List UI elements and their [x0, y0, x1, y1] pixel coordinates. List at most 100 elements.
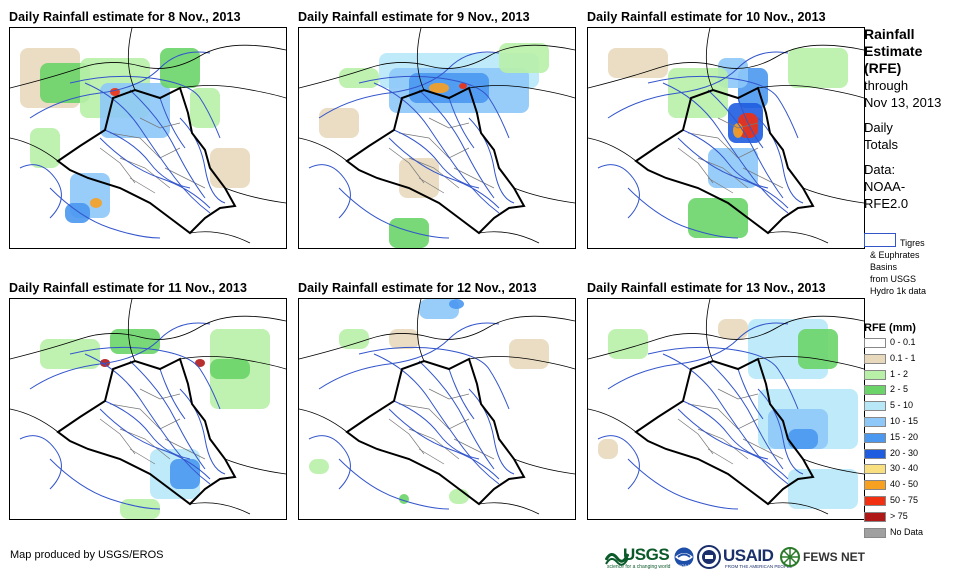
country-border — [299, 315, 575, 360]
rainfall-map — [9, 298, 287, 520]
basin-line — [318, 322, 500, 390]
basin-line — [677, 137, 789, 209]
admin-boundary — [418, 177, 445, 194]
basin-line — [318, 51, 500, 119]
legend-item: 0.1 - 1 — [864, 352, 964, 366]
admin-boundary — [687, 132, 759, 159]
basin-line — [99, 408, 211, 480]
basin-line — [757, 117, 804, 204]
legend-label: > 75 — [890, 510, 908, 521]
map-info-sidebar: Rainfall Estimate (RFE) through Nov 13, … — [864, 26, 964, 212]
usgs-tagline: science for a changing world — [607, 564, 671, 570]
country-border — [10, 137, 59, 162]
panel-title: Daily Rainfall estimate for 13 Nov., 201… — [587, 281, 826, 295]
basin-line — [448, 368, 475, 420]
basin-line — [373, 353, 500, 485]
rainfall-map — [298, 298, 576, 520]
map-panel-8-nov: Daily Rainfall estimate for 8 Nov., 2013 — [9, 10, 287, 250]
legend-swatch — [864, 496, 886, 506]
basin-line — [84, 353, 211, 485]
legend-swatch — [864, 448, 886, 459]
basin-line — [757, 388, 804, 475]
legend-item: > 75 — [864, 510, 964, 524]
admin-boundary — [99, 147, 136, 184]
admin-boundary — [129, 177, 156, 194]
basin-line — [338, 187, 450, 239]
legend-label: 2 - 5 — [890, 384, 909, 395]
basin-line — [677, 408, 789, 480]
basin-line — [707, 89, 784, 199]
legend-swatch — [864, 480, 886, 491]
basin-line — [737, 368, 764, 420]
iraq-border — [56, 86, 237, 235]
basin-line — [179, 117, 226, 204]
legend-swatch — [864, 369, 886, 380]
legend-item: 50 - 75 — [864, 494, 964, 508]
rainfall-patch — [788, 48, 848, 88]
map-panel-11-nov: Daily Rainfall estimate for 11 Nov., 201… — [9, 281, 287, 521]
legend-swatch — [864, 353, 886, 364]
legend-label: 30 - 40 — [890, 463, 919, 474]
basin-line: from USGS — [870, 274, 917, 284]
basin-line — [179, 388, 226, 475]
panel-title: Daily Rainfall estimate for 10 Nov., 201… — [587, 10, 826, 24]
basin-line — [597, 435, 640, 490]
rainfall-patch — [120, 499, 160, 519]
agency-logos: USGS science for a changing world NOAA U… — [605, 544, 965, 570]
fews-net-icon — [780, 547, 800, 567]
usaid-seal-icon — [697, 545, 721, 569]
legend-item: 20 - 30 — [864, 447, 964, 461]
rainfall-patch — [668, 68, 728, 118]
map-panel-10-nov: Daily Rainfall estimate for 10 Nov., 201… — [587, 10, 865, 250]
rainfall-map — [587, 27, 865, 249]
country-border — [705, 299, 718, 362]
country-border — [179, 85, 286, 99]
basin-line — [159, 368, 186, 420]
admin-boundary — [164, 167, 206, 189]
usaid-logo-text: USAID — [723, 546, 774, 565]
country-border — [757, 356, 864, 370]
country-border — [513, 187, 575, 204]
country-border — [10, 315, 286, 360]
country-border — [705, 28, 718, 91]
legend-item: 0 - 0.1 — [864, 336, 964, 350]
basin-line — [373, 82, 500, 214]
country-border — [179, 356, 286, 370]
admin-boundary — [742, 167, 784, 189]
country-border — [468, 356, 575, 370]
admin-boundary — [109, 132, 181, 159]
map-panel-12-nov: Daily Rainfall estimate for 12 Nov., 201… — [298, 281, 576, 521]
legend-item: 30 - 40 — [864, 462, 964, 476]
legend-label: 0 - 0.1 — [890, 337, 916, 347]
basin-line — [49, 187, 161, 239]
country-border — [299, 408, 348, 433]
rainfall-patch — [788, 429, 818, 449]
admin-boundary — [707, 177, 734, 194]
country-border — [10, 44, 286, 89]
rfe-title-line: (RFE) — [864, 60, 902, 76]
country-border — [767, 231, 829, 244]
legend-label: 5 - 10 — [890, 400, 914, 411]
basin-line — [69, 75, 221, 139]
admin-boundary — [453, 167, 495, 189]
rainfall-patch — [65, 203, 90, 223]
legend-item: 1 - 2 — [864, 368, 964, 382]
iraq-border — [634, 86, 815, 235]
map-canvas — [588, 28, 864, 244]
iraq-border — [345, 357, 526, 506]
map-canvas — [299, 28, 575, 248]
admin-boundary — [742, 438, 784, 460]
country-border — [767, 502, 829, 515]
admin-boundary — [677, 147, 714, 184]
basin-swatch — [864, 233, 896, 247]
basin-line — [662, 353, 789, 485]
legend-label: 20 - 30 — [890, 447, 919, 458]
basin-lines: & Euphrates Basins from USGS Hydro 1k da… — [870, 249, 926, 297]
basin-line — [682, 400, 769, 460]
rainfall-patch — [90, 198, 102, 208]
daily-line: Totals — [864, 137, 898, 152]
rainfall-patch — [319, 108, 359, 138]
basin-line — [627, 458, 739, 510]
basin-line — [99, 137, 211, 209]
country-border — [757, 85, 864, 99]
